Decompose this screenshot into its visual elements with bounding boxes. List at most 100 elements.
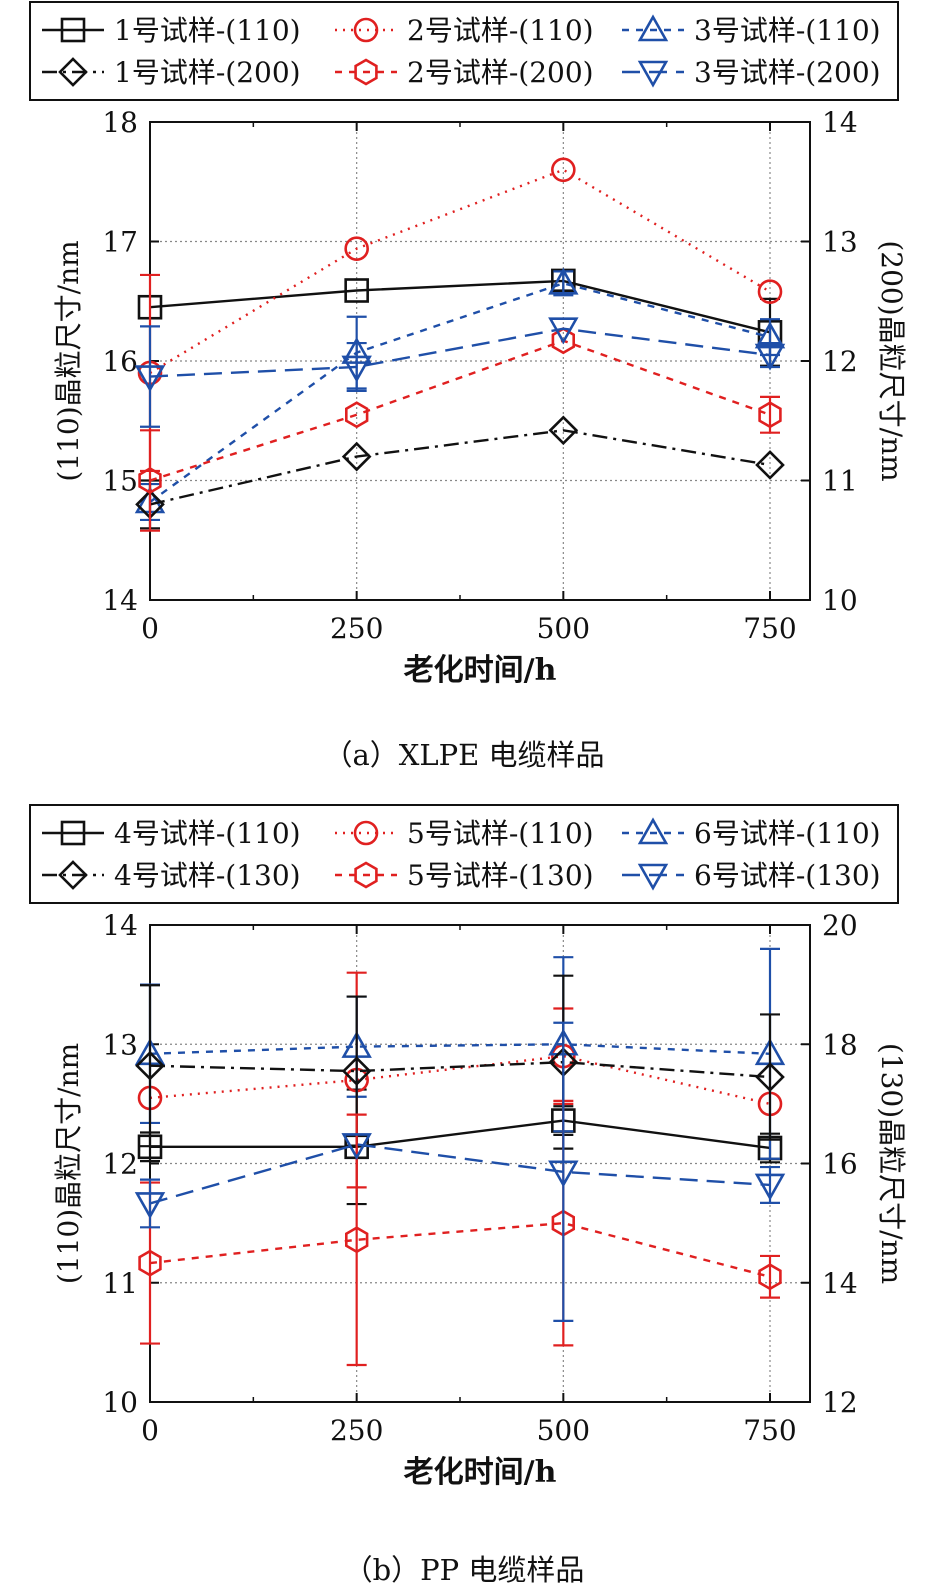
- series-line: [149, 429, 771, 506]
- legend: 4号试样-(110) 5号试样-(110) 6号试样-(110) 4号试样-(130)…: [29, 804, 899, 904]
- data-point: [135, 1050, 165, 1081]
- y-right-tick-label: 18: [822, 1028, 858, 1061]
- data-point: [548, 267, 579, 295]
- y-right-tick-label: 12: [822, 1386, 858, 1419]
- series: [135, 415, 785, 530]
- y-right-tick-label: 14: [822, 1267, 858, 1300]
- series-line: [149, 1043, 771, 1055]
- legend-item: 6号试样-(130): [622, 859, 881, 892]
- chart-a: 1号试样-(110) 2号试样-(110) 3号试样-(110) 1号试样-(200)…: [29, 1, 908, 688]
- series-line: [149, 1054, 771, 1106]
- x-tick-label: 500: [537, 1414, 590, 1447]
- data-point: [134, 1192, 166, 1220]
- data-point: [757, 279, 783, 304]
- x-tick-label: 750: [743, 1414, 796, 1447]
- legend-marker: [354, 58, 378, 86]
- series-line: [149, 282, 771, 503]
- y-left-tick-label: 17: [102, 226, 138, 259]
- series-line: [149, 168, 771, 374]
- x-tick-label: 0: [141, 1414, 159, 1447]
- y-right-tick-label: 16: [822, 1148, 858, 1181]
- series: [134, 1021, 786, 1323]
- data-point: [344, 236, 369, 261]
- series: [137, 971, 783, 1189]
- y-left-tick-label: 14: [102, 584, 138, 617]
- x-tick-label: 250: [330, 1414, 383, 1447]
- legend-label: 3号试样-(110): [694, 14, 881, 47]
- ticks: 0 250 500 750 10 11 12 13 14 12 14 16 18 20: [102, 909, 857, 1447]
- gridlines: [149, 121, 810, 601]
- legend-item: 4号试样-(130): [42, 859, 301, 892]
- legend-item: 5号试样-(110): [335, 817, 594, 850]
- data-point: [341, 1056, 372, 1086]
- series: [137, 1088, 783, 1206]
- data-point: [754, 1173, 786, 1201]
- gridlines: [149, 924, 810, 1403]
- data-point: [758, 401, 782, 429]
- y-left-tick-label: 10: [102, 1386, 138, 1419]
- series-line: [150, 1119, 771, 1150]
- legend-item: 1号试样-(200): [42, 56, 301, 89]
- legend-label: 3号试样-(200): [694, 56, 881, 89]
- data-point: [551, 157, 576, 183]
- x-tick-label: 750: [743, 612, 796, 645]
- series-line: [149, 1143, 771, 1205]
- data-point: [341, 1133, 372, 1161]
- legend-marker: [637, 14, 669, 42]
- legend-item: 2号试样-(200): [335, 56, 594, 89]
- legend-marker: [353, 820, 379, 846]
- y-right-axis-label: (200)晶粒尺寸/nm: [875, 240, 908, 481]
- legend-label: 4号试样-(130): [114, 859, 301, 892]
- legend-marker: [58, 860, 88, 890]
- data-point: [548, 1160, 579, 1188]
- y-right-tick-label: 20: [822, 909, 858, 942]
- panel-b: 4号试样-(110) 5号试样-(110) 6号试样-(110) 4号试样-(130)…: [29, 804, 908, 1587]
- data-point: [344, 1226, 369, 1254]
- data-point: [548, 415, 579, 446]
- series: [134, 317, 786, 428]
- y-left-tick-label: 14: [102, 909, 138, 942]
- legend-item: 5号试样-(130): [335, 859, 594, 892]
- y-right-tick-label: 13: [822, 226, 858, 259]
- data-point: [138, 1249, 162, 1277]
- data-point: [551, 327, 576, 355]
- x-tick-label: 500: [537, 612, 590, 645]
- series: [135, 974, 785, 1150]
- y-right-tick-label: 11: [822, 465, 858, 498]
- series: [134, 267, 786, 522]
- series: [138, 327, 782, 532]
- chart-b: 4号试样-(110) 5号试样-(110) 6号试样-(110) 4号试样-(130)…: [29, 804, 908, 1490]
- series-line: [149, 1221, 771, 1278]
- data-point: [341, 441, 372, 472]
- x-tick-label: 0: [141, 612, 159, 645]
- legend-box: [29, 1, 899, 101]
- legend-item: 6号试样-(110): [622, 817, 881, 850]
- series: [137, 157, 783, 473]
- series-line: [149, 279, 771, 334]
- ticks: 0 250 500 750 14 15 16 17 18 10 11 12 13 14: [102, 106, 857, 645]
- y-left-tick-label: 12: [102, 1148, 138, 1181]
- legend-label: 6号试样-(110): [694, 817, 881, 850]
- data-point: [341, 355, 372, 383]
- legend: 1号试样-(110) 2号试样-(110) 3号试样-(110) 1号试样-(200)…: [29, 1, 899, 101]
- legend-label: 4号试样-(110): [114, 817, 301, 850]
- panel-a: 1号试样-(110) 2号试样-(110) 3号试样-(110) 1号试样-(200)…: [29, 1, 908, 772]
- data-point: [134, 365, 166, 393]
- y-left-tick-label: 15: [102, 465, 138, 498]
- legend-label: 2号试样-(200): [407, 56, 594, 89]
- series-line: [149, 339, 771, 482]
- x-axis-label: 老化时间/h: [404, 653, 557, 688]
- data-point: [548, 317, 579, 345]
- x-axis-label: 老化时间/h: [404, 1455, 557, 1490]
- y-left-axis-label: (110)晶粒尺寸/nm: [52, 1043, 85, 1284]
- legend-item: 3号试样-(200): [622, 56, 881, 89]
- legend-marker: [637, 817, 669, 845]
- legend-label: 1号试样-(110): [114, 14, 301, 47]
- series: [138, 1099, 782, 1367]
- legend-marker: [637, 863, 669, 891]
- legend-item: 4号试样-(110): [42, 817, 301, 850]
- series-line: [149, 1060, 771, 1079]
- y-left-tick-label: 11: [102, 1267, 138, 1300]
